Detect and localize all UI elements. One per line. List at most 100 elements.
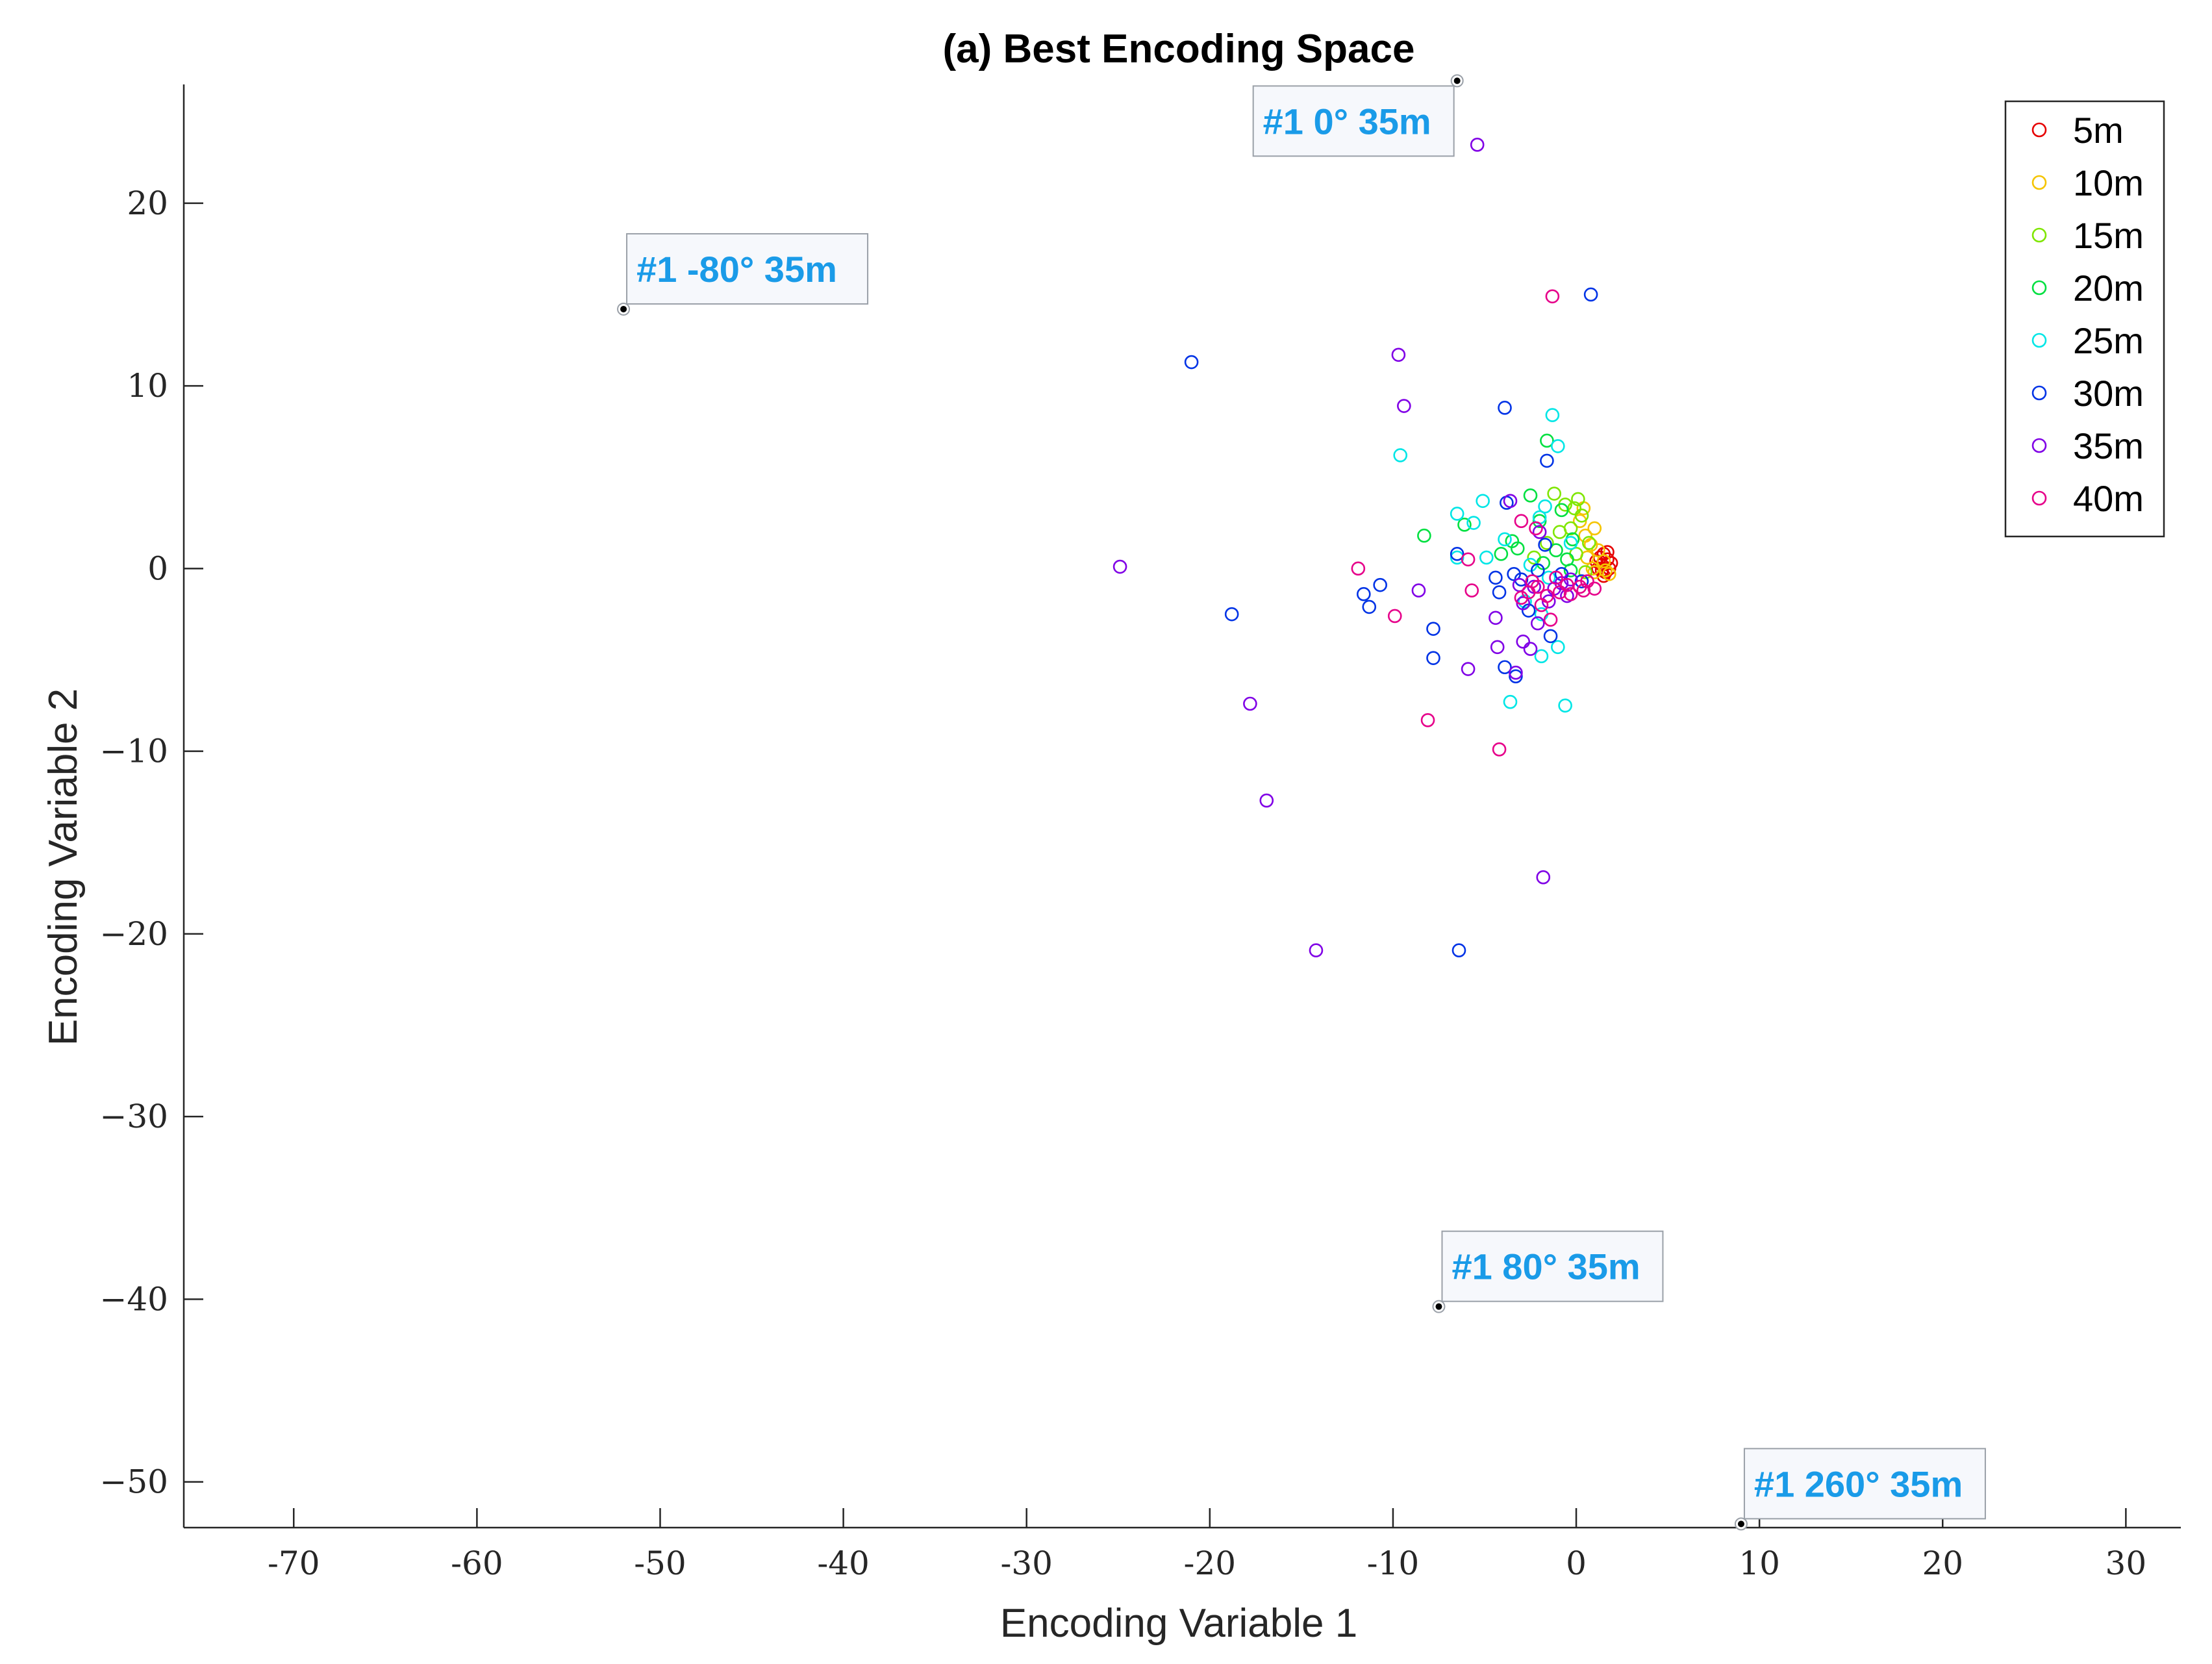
legend-marker-20m	[2031, 280, 2047, 296]
data-point-10m	[1591, 543, 1605, 558]
y-tick-label: −10	[99, 733, 168, 770]
annotation-point	[1435, 1303, 1442, 1310]
legend-label-40m: 40m	[2073, 478, 2144, 519]
legend-marker-5m	[2031, 122, 2047, 138]
data-point-15m	[1578, 565, 1592, 579]
data-point-20m	[1532, 514, 1547, 529]
data-point-10m	[1578, 528, 1592, 543]
data-point-35m	[1523, 642, 1538, 656]
legend-marker-10m	[2031, 175, 2047, 190]
data-point-25m	[1518, 594, 1532, 609]
legend-marker-35m	[2031, 438, 2047, 453]
data-point-35m	[1411, 583, 1426, 598]
annotation-label: #1 80° 35m	[1452, 1246, 1640, 1287]
y-tick-label: −50	[99, 1463, 168, 1501]
data-point-40m	[1514, 590, 1529, 605]
x-axis-label: Encoding Variable 1	[1000, 1601, 1357, 1646]
data-point-15m	[1581, 536, 1596, 550]
data-point-25m	[1450, 507, 1464, 521]
data-point-40m	[1543, 612, 1558, 627]
data-point-40m	[1461, 552, 1476, 567]
data-point-40m	[1525, 574, 1540, 588]
legend-label-35m: 35m	[2073, 425, 2144, 466]
data-point-25m	[1466, 516, 1481, 530]
data-point-40m	[1563, 586, 1578, 601]
x-tick-label: 20	[1922, 1544, 1963, 1582]
data-points	[1112, 138, 1618, 957]
data-point-35m	[1259, 793, 1274, 808]
data-point-15m	[1574, 508, 1589, 523]
annotation-point	[1737, 1520, 1744, 1528]
data-point-30m	[1356, 586, 1371, 601]
data-point-30m	[1530, 563, 1545, 577]
data-point-10m	[1587, 521, 1602, 536]
legend-marker-40m	[2031, 490, 2047, 506]
x-tick-label: -40	[817, 1544, 870, 1582]
data-point-20m	[1554, 503, 1569, 518]
data-point-35m	[1391, 347, 1406, 362]
axes: -70 -60 -50 -40 -30 -20 -10 0 10 20 30 −50 −40 −30 −20…	[99, 84, 2181, 1582]
data-point-10m	[1587, 565, 1602, 579]
data-point-30m	[1184, 355, 1199, 370]
x-tick-label: -30	[1000, 1544, 1053, 1582]
data-point-40m	[1351, 561, 1366, 576]
data-point-25m	[1476, 494, 1490, 509]
x-tick-label: 10	[1739, 1544, 1780, 1582]
data-point-30m	[1498, 660, 1512, 675]
y-axis-label: Encoding Variable 2	[41, 688, 86, 1046]
y-tick-label: 20	[127, 184, 168, 222]
data-point-40m	[1420, 713, 1435, 727]
data-point-35m	[1309, 943, 1324, 957]
data-point-35m	[1243, 696, 1257, 711]
data-point-20m	[1563, 563, 1578, 577]
data-point-30m	[1498, 401, 1512, 415]
x-tick-label: -50	[634, 1544, 686, 1582]
x-tick-label: -20	[1184, 1544, 1237, 1582]
data-point-25m	[1558, 698, 1572, 713]
data-point-30m	[1583, 287, 1598, 302]
legend-label-10m: 10m	[2073, 162, 2144, 203]
x-tick-label: -60	[451, 1544, 503, 1582]
data-point-15m	[1571, 492, 1585, 507]
legend-marker-15m	[2031, 227, 2047, 243]
data-point-30m	[1362, 599, 1377, 614]
legend-label-5m: 5m	[2073, 110, 2124, 151]
data-point-40m	[1492, 742, 1507, 757]
data-point-15m	[1547, 486, 1561, 501]
data-point-40m	[1552, 585, 1567, 599]
data-point-35m	[1503, 494, 1518, 509]
x-tick-label: 30	[2105, 1544, 2147, 1582]
data-point-25m	[1393, 448, 1408, 462]
data-point-30m	[1509, 669, 1523, 684]
annotation-label: #1 260° 35m	[1754, 1463, 1963, 1504]
legend-label-20m: 20m	[2073, 268, 2144, 309]
legend-label-25m: 25m	[2073, 320, 2144, 361]
data-point-10m	[1598, 563, 1613, 577]
data-point-40m	[1549, 570, 1563, 585]
data-point-35m	[1530, 616, 1545, 631]
data-point-35m	[1490, 640, 1505, 655]
y-tick-label: −30	[99, 1098, 168, 1135]
data-point-35m	[1397, 399, 1411, 413]
data-point-40m	[1534, 598, 1549, 612]
data-point-25m	[1450, 550, 1464, 565]
data-point-25m	[1534, 649, 1549, 664]
data-point-30m	[1450, 547, 1464, 561]
data-point-15m	[1540, 536, 1554, 550]
data-point-30m	[1492, 585, 1507, 599]
legend-marker-30m	[2031, 385, 2047, 401]
data-point-35m	[1489, 611, 1503, 625]
legend-label-15m: 15m	[2073, 215, 2144, 256]
data-point-20m	[1494, 547, 1509, 561]
data-point-40m	[1576, 583, 1591, 598]
data-point-30m	[1373, 577, 1387, 592]
y-tick-label: −40	[99, 1280, 168, 1318]
data-point-30m	[1426, 651, 1440, 665]
data-point-35m	[1532, 525, 1547, 539]
legend-label-30m: 30m	[2073, 373, 2144, 414]
data-point-25m	[1503, 694, 1518, 709]
data-point-20m	[1457, 518, 1472, 532]
data-point-5m	[1594, 563, 1609, 577]
data-point-25m	[1498, 532, 1512, 547]
